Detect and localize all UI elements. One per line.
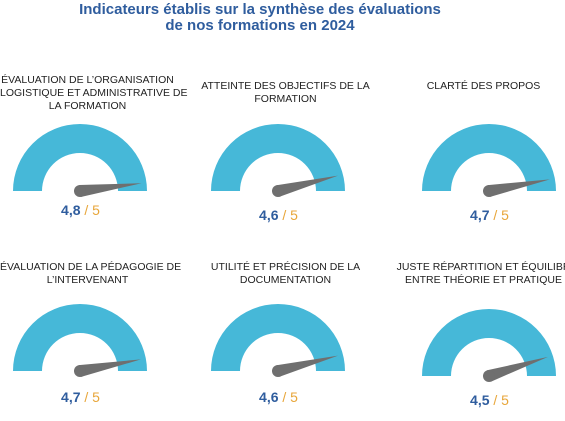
gauge-dial <box>13 304 147 377</box>
gauge-separator: / <box>84 202 89 218</box>
gauge-needle <box>487 356 548 382</box>
gauge-title: ÉVALUATION DE L’ORGANISATION LOGISTIQUE E… <box>0 74 188 113</box>
gauge-score: 4,6 / 5 <box>191 207 366 223</box>
gauge-score: 4,8 / 5 <box>0 202 168 218</box>
gauge-title-line: ÉVALUATION DE L’ORGANISATION <box>1 74 174 86</box>
gauge-needle-hub <box>74 365 86 377</box>
gauge-score: 4,7 / 5 <box>402 207 565 223</box>
gauge-separator: / <box>493 392 498 408</box>
gauge-max: 5 <box>92 389 100 405</box>
gauge-title: JUSTE RÉPARTITION ET ÉQUILIBR ENTRE THÉOR… <box>396 261 565 287</box>
gauge-dial <box>422 309 556 382</box>
gauge-4: ÉVALUATION DE LA PÉDAGOGIE DE L’INTERVENA… <box>0 261 182 421</box>
gauge-value: 4,7 <box>61 389 81 405</box>
gauge-1: ÉVALUATION DE L’ORGANISATION LOGISTIQUE E… <box>0 74 188 234</box>
gauge-title-line: ÉVALUATION DE LA PÉDAGOGIE DE <box>0 261 182 273</box>
gauge-title-line: CLARTÉ DES PROPOS <box>426 80 541 92</box>
gauge-max: 5 <box>290 389 298 405</box>
gauge-dial <box>422 124 556 197</box>
gauge-separator: / <box>282 207 287 223</box>
gauge-title-line: FORMATION <box>254 93 317 105</box>
gauge-score: 4,6 / 5 <box>191 389 366 405</box>
gauge-title-line: UTILITÉ ET PRÉCISION DE LA <box>210 261 361 273</box>
gauge-needle-hub <box>272 365 284 377</box>
gauge-dial <box>13 124 147 197</box>
gauge-value: 4,6 <box>259 207 279 223</box>
gauge-max: 5 <box>290 207 298 223</box>
gauge-arc <box>211 124 345 191</box>
gauge-title: CLARTÉ DES PROPOS <box>396 80 565 93</box>
gauge-title-line: L’INTERVENANT <box>46 274 129 286</box>
gauge-arc <box>13 124 147 191</box>
gauge-title-line: ENTRE THÉORIE ET PRATIQUE <box>405 274 562 286</box>
gauge-5: UTILITÉ ET PRÉCISION DE LA DOCUMENTATION 4… <box>198 261 373 421</box>
gauge-separator: / <box>84 389 89 405</box>
gauge-arc <box>422 309 556 376</box>
title-line-1: Indicateurs établis sur la synthèse des … <box>79 1 441 18</box>
gauge-needle <box>78 359 141 377</box>
gauge-needle-hub <box>483 185 495 197</box>
gauge-title: ÉVALUATION DE LA PÉDAGOGIE DE L’INTERVENA… <box>0 261 182 287</box>
gauge-max: 5 <box>501 207 509 223</box>
gauge-needle-hub <box>272 185 284 197</box>
gauge-needle <box>487 179 550 197</box>
gauge-separator: / <box>493 207 498 223</box>
gauge-title-line: LA FORMATION <box>48 100 127 112</box>
gauge-arc <box>13 304 147 371</box>
gauge-value: 4,6 <box>259 389 279 405</box>
gauge-title: UTILITÉ ET PRÉCISION DE LA DOCUMENTATION <box>198 261 373 287</box>
gauge-title: ATTEINTE DES OBJECTIFS DE LA FORMATION <box>198 80 373 106</box>
gauge-max: 5 <box>501 392 509 408</box>
gauge-score: 4,7 / 5 <box>0 389 168 405</box>
gauge-title-line: DOCUMENTATION <box>239 274 332 286</box>
gauge-6: JUSTE RÉPARTITION ET ÉQUILIBR ENTRE THÉOR… <box>396 261 565 421</box>
gauge-separator: / <box>282 389 287 405</box>
gauge-3: CLARTÉ DES PROPOS 4,7 / 5 <box>396 74 565 234</box>
page-title: Indicateurs établis sur la synthèse des … <box>0 2 520 34</box>
gauge-title-line: ATTEINTE DES OBJECTIFS DE LA <box>201 80 370 92</box>
gauge-2: ATTEINTE DES OBJECTIFS DE LA FORMATION 4,6… <box>198 74 373 234</box>
gauge-needle <box>79 183 142 197</box>
gauge-title-line: LOGISTIQUE ET ADMINISTRATIVE DE <box>0 87 188 99</box>
gauge-needle <box>276 355 339 377</box>
gauge-arc <box>211 304 345 371</box>
gauge-needle-hub <box>483 370 495 382</box>
gauge-value: 4,8 <box>61 202 81 218</box>
gauge-needle <box>276 175 339 197</box>
gauge-value: 4,5 <box>470 392 490 408</box>
gauge-title-line: JUSTE RÉPARTITION ET ÉQUILIBR <box>396 261 565 273</box>
gauge-dial <box>211 124 345 197</box>
gauge-dial <box>211 304 345 377</box>
title-line-2: de nos formations en 2024 <box>165 17 355 34</box>
gauge-max: 5 <box>92 202 100 218</box>
gauge-score: 4,5 / 5 <box>402 392 565 408</box>
gauge-arc <box>422 124 556 191</box>
gauge-value: 4,7 <box>470 207 490 223</box>
gauge-needle-hub <box>74 185 86 197</box>
